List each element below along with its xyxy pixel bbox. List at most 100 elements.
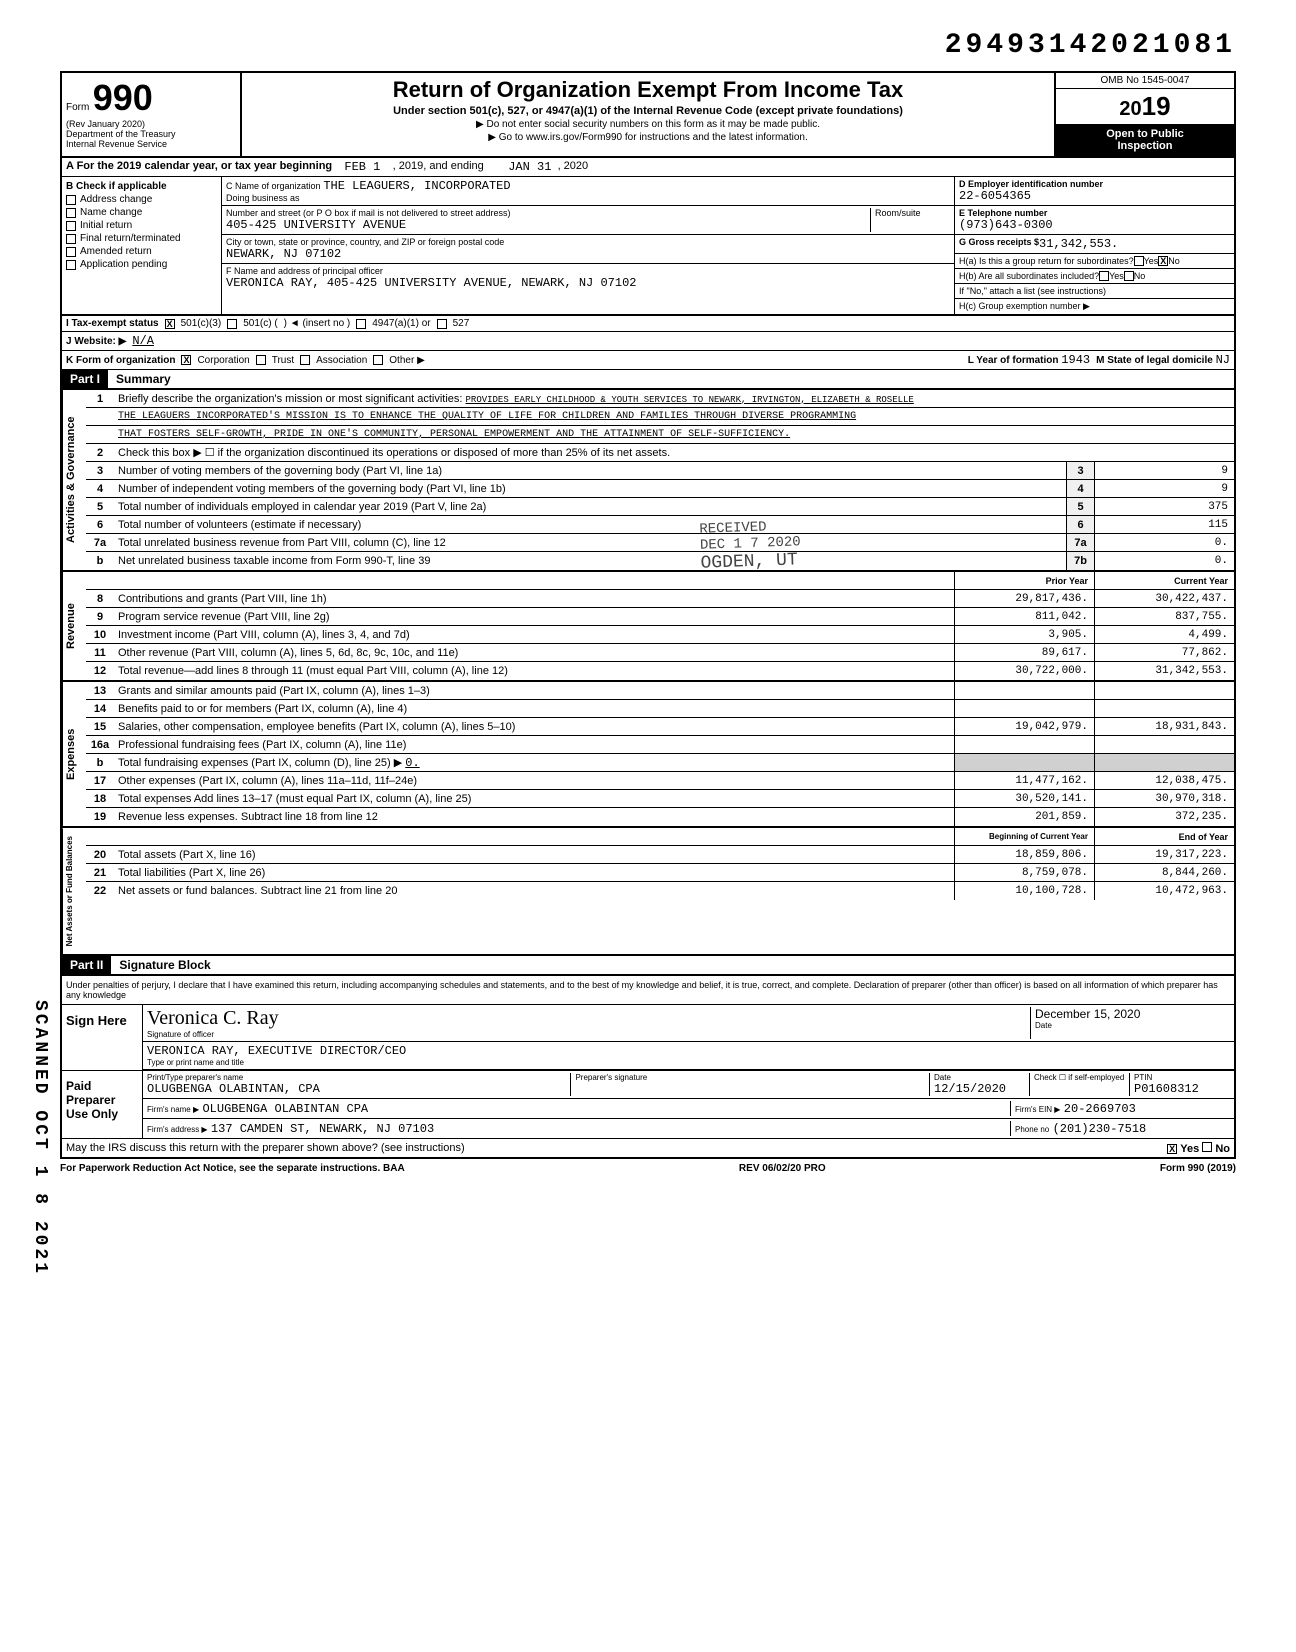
line-11: 11Other revenue (Part VIII, column (A), … [86, 644, 1234, 662]
line16b-inline-val: 0. [405, 756, 419, 770]
other-checkbox[interactable] [373, 355, 383, 365]
line13-current [1094, 682, 1234, 699]
line1-text1: PROVIDES EARLY CHILDHOOD & YOUTH SERVICE… [466, 395, 914, 405]
discuss-yes: Yes [1180, 1143, 1199, 1155]
k-label: K Form of organization [66, 355, 175, 366]
ha-no-checkbox[interactable] [1158, 256, 1168, 266]
signature-section: Under penalties of perjury, I declare th… [60, 976, 1236, 1159]
501c3-checkbox[interactable] [165, 319, 175, 329]
footer-right: Form 990 (2019) [1160, 1163, 1236, 1174]
line18-current: 30,970,318. [1094, 790, 1234, 807]
line7b-val: 0. [1094, 552, 1234, 570]
paid-preparer-label: Paid Preparer Use Only [62, 1071, 142, 1138]
net-col-header-row: Beginning of Current Year End of Year [86, 828, 1234, 846]
page-footer: For Paperwork Reduction Act Notice, see … [60, 1163, 1236, 1174]
line4-val: 9 [1094, 480, 1234, 497]
street-label: Number and street (or P O box if mail is… [226, 208, 870, 218]
line2-desc: Check this box ▶ ☐ if the organization d… [114, 445, 1234, 460]
line14-desc: Benefits paid to or for members (Part IX… [114, 702, 954, 716]
year-formation: 1943 [1061, 353, 1090, 367]
line21-desc: Total liabilities (Part X, line 26) [114, 866, 954, 880]
tax-year-end: Jan 31 [508, 160, 551, 174]
ha-yes: Yes [1144, 256, 1159, 266]
hb-yes: Yes [1109, 271, 1124, 281]
line11-current: 77,862. [1094, 644, 1234, 661]
line19-prior: 201,859. [954, 808, 1094, 826]
line3-desc: Number of voting members of the governin… [114, 464, 1066, 478]
4947-checkbox[interactable] [356, 319, 366, 329]
hb-no-checkbox[interactable] [1124, 271, 1134, 281]
trust-checkbox[interactable] [256, 355, 266, 365]
discuss-no-checkbox[interactable] [1202, 1142, 1212, 1152]
stamp-ogden: OGDEN, UT [700, 550, 801, 574]
line20-beg: 18,859,806. [954, 846, 1094, 863]
firm-phone: (201)230-7518 [1053, 1122, 1147, 1136]
street-value: 405-425 UNIVERSITY AVENUE [226, 218, 870, 232]
check-final-return[interactable]: Final return/terminated [66, 233, 217, 244]
prep-line-1: Print/Type preparer's name OLUGBENGA OLA… [143, 1071, 1234, 1099]
sig-line-2: VERONICA RAY, EXECUTIVE DIRECTOR/CEO Typ… [143, 1042, 1234, 1070]
527-checkbox[interactable] [437, 319, 447, 329]
inspection-line-1: Open to Public [1060, 128, 1230, 140]
room-label: Room/suite [875, 208, 950, 218]
line19-current: 372,235. [1094, 808, 1234, 826]
line5-val: 375 [1094, 498, 1234, 515]
check-address-change[interactable]: Address change [66, 194, 217, 205]
gross-receipts-row: G Gross receipts $ 31,342,553. [955, 235, 1234, 254]
line22-end: 10,472,963. [1094, 882, 1234, 900]
city-label: City or town, state or province, country… [226, 237, 504, 247]
line-3: 3Number of voting members of the governi… [86, 462, 1234, 480]
line21-beg: 8,759,078. [954, 864, 1094, 881]
beginning-year-header: Beginning of Current Year [954, 828, 1094, 845]
line14-current [1094, 700, 1234, 717]
line10-prior: 3,905. [954, 626, 1094, 643]
prep-name: OLUGBENGA OLABINTAN, CPA [147, 1082, 566, 1096]
l-label: L Year of formation [968, 355, 1059, 366]
line10-desc: Investment income (Part VIII, column (A)… [114, 628, 954, 642]
line8-desc: Contributions and grants (Part VIII, lin… [114, 592, 954, 606]
discuss-yes-checkbox[interactable] [1167, 1144, 1177, 1154]
hb-yes-checkbox[interactable] [1099, 271, 1109, 281]
i-opt2b: ) ◄ (insert no ) [284, 318, 351, 329]
j-label: J Website: ▶ [66, 336, 126, 347]
line13-prior [954, 682, 1094, 699]
form-subtitle: Under section 501(c), 527, or 4947(a)(1)… [250, 105, 1046, 117]
line6-desc: Total number of volunteers (estimate if … [114, 518, 1066, 532]
expenses-table: Expenses 13Grants and similar amounts pa… [60, 682, 1236, 828]
k-opt1: Trust [272, 355, 294, 366]
line-21: 21Total liabilities (Part X, line 26)8,7… [86, 864, 1234, 882]
col-b-right: D Employer identification number 22-6054… [954, 177, 1234, 314]
ha-row: H(a) Is this a group return for subordin… [955, 254, 1234, 269]
line-19: 19Revenue less expenses. Subtract line 1… [86, 808, 1234, 826]
state-domicile: NJ [1216, 353, 1230, 367]
prep-line-2: Firm's name ▶ OLUGBENGA OLABINTAN CPA Fi… [143, 1099, 1234, 1119]
prep-date: 12/15/2020 [934, 1082, 1025, 1096]
line-13: 13Grants and similar amounts paid (Part … [86, 682, 1234, 700]
line9-desc: Program service revenue (Part VIII, line… [114, 610, 954, 624]
corp-checkbox[interactable] [181, 355, 191, 365]
line18-prior: 30,520,141. [954, 790, 1094, 807]
line-4: 4Number of independent voting members of… [86, 480, 1234, 498]
check-amended[interactable]: Amended return [66, 246, 217, 257]
officer-name-title: VERONICA RAY, EXECUTIVE DIRECTOR/CEO [147, 1044, 1230, 1058]
firm-name-label: Firm's name ▶ [147, 1105, 199, 1114]
501c-checkbox[interactable] [227, 319, 237, 329]
check-name-change[interactable]: Name change [66, 207, 217, 218]
line-1b: THE LEAGUERS INCORPORATED'S MISSION IS T… [86, 408, 1234, 426]
line10-current: 4,499. [1094, 626, 1234, 643]
i-opt1: 501(c)(3) [181, 318, 222, 329]
tax-year-begin: Feb 1 [344, 160, 380, 174]
assoc-checkbox[interactable] [300, 355, 310, 365]
check-initial-return[interactable]: Initial return [66, 220, 217, 231]
line-5: 5Total number of individuals employed in… [86, 498, 1234, 516]
check-application-pending[interactable]: Application pending [66, 259, 217, 270]
check-label-1: Name change [80, 207, 142, 218]
ha-yes-checkbox[interactable] [1134, 256, 1144, 266]
form-rev: (Rev January 2020) [66, 119, 236, 129]
hb-row: H(b) Are all subordinates included? Yes … [955, 269, 1234, 284]
officer-signature: Veronica C. Ray [147, 1007, 1030, 1030]
line-8: 8Contributions and grants (Part VIII, li… [86, 590, 1234, 608]
form-header-mid: Return of Organization Exempt From Incom… [242, 73, 1054, 156]
org-name-row: C Name of organization THE LEAGUERS, INC… [222, 177, 954, 206]
current-year-header: Current Year [1094, 572, 1234, 589]
